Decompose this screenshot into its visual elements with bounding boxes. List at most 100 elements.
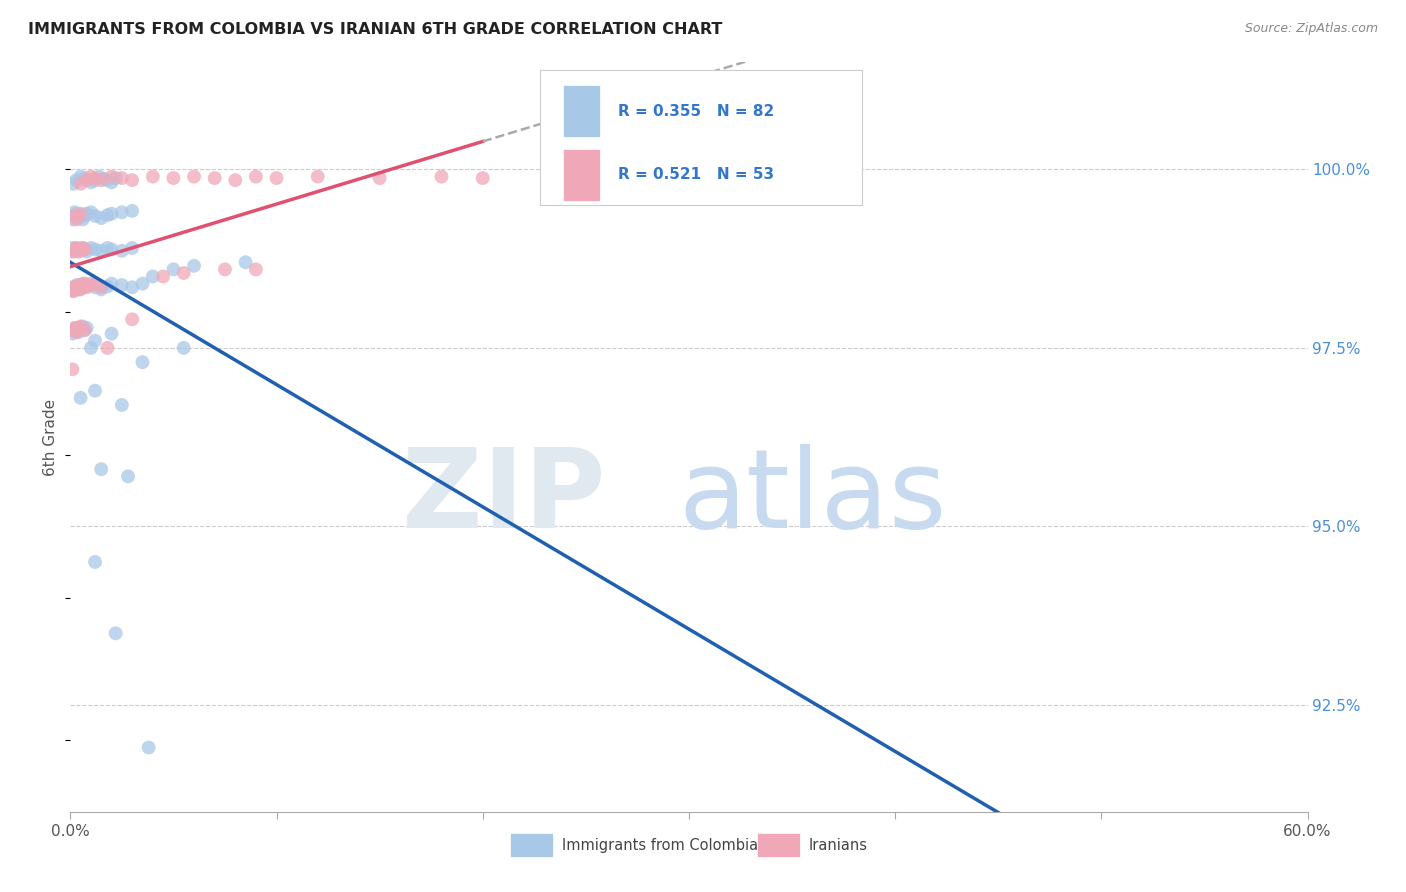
Point bbox=[76, 321, 98, 335]
Point bbox=[60, 326, 83, 341]
Point bbox=[121, 280, 143, 294]
Point bbox=[69, 282, 91, 296]
Point bbox=[80, 241, 103, 255]
Point bbox=[84, 173, 107, 187]
Point bbox=[60, 212, 83, 227]
Point bbox=[90, 244, 112, 258]
Text: Iranians: Iranians bbox=[808, 838, 868, 853]
Point bbox=[111, 278, 134, 293]
Point bbox=[72, 241, 94, 255]
FancyBboxPatch shape bbox=[562, 85, 600, 137]
Point bbox=[100, 175, 122, 189]
Point bbox=[307, 169, 329, 184]
Point bbox=[245, 169, 267, 184]
Point bbox=[121, 173, 143, 187]
Point bbox=[96, 241, 118, 255]
Point bbox=[89, 169, 111, 184]
Point bbox=[90, 211, 112, 225]
Point bbox=[173, 266, 195, 280]
Point bbox=[63, 321, 86, 335]
Point bbox=[65, 173, 87, 187]
Text: R = 0.521   N = 53: R = 0.521 N = 53 bbox=[619, 168, 775, 182]
Point bbox=[100, 326, 122, 341]
Point bbox=[96, 208, 118, 222]
Point bbox=[104, 626, 127, 640]
Point bbox=[80, 278, 103, 293]
Text: atlas: atlas bbox=[679, 443, 946, 550]
Point bbox=[67, 244, 90, 259]
Point bbox=[73, 243, 96, 257]
Point bbox=[60, 284, 83, 298]
Point bbox=[63, 323, 86, 337]
Point bbox=[65, 212, 87, 227]
Point bbox=[65, 325, 87, 339]
Point bbox=[65, 241, 87, 255]
Point bbox=[121, 241, 143, 255]
Point bbox=[73, 209, 96, 223]
Point bbox=[63, 209, 86, 223]
Point bbox=[62, 280, 84, 294]
Point bbox=[84, 209, 107, 223]
Point bbox=[73, 171, 96, 186]
Point bbox=[104, 171, 127, 186]
FancyBboxPatch shape bbox=[562, 149, 600, 201]
Point bbox=[266, 171, 288, 186]
Point bbox=[90, 280, 112, 294]
Point bbox=[90, 462, 112, 476]
Point bbox=[60, 284, 83, 298]
Point bbox=[76, 173, 98, 187]
Point bbox=[76, 244, 98, 259]
Point bbox=[62, 177, 84, 191]
Point bbox=[72, 319, 94, 334]
Point bbox=[117, 469, 139, 483]
Point bbox=[63, 243, 86, 257]
Point bbox=[152, 269, 174, 284]
Point bbox=[80, 277, 103, 291]
Point bbox=[111, 205, 134, 219]
Point bbox=[111, 244, 134, 258]
Point bbox=[80, 341, 103, 355]
Point bbox=[131, 355, 153, 369]
Point bbox=[430, 169, 453, 184]
Text: Immigrants from Colombia: Immigrants from Colombia bbox=[561, 838, 758, 853]
Point bbox=[100, 169, 122, 184]
Point bbox=[235, 255, 257, 269]
Point bbox=[80, 175, 103, 189]
Point bbox=[96, 279, 118, 293]
Point bbox=[183, 169, 205, 184]
Point bbox=[80, 205, 103, 219]
Point bbox=[65, 280, 87, 294]
Point bbox=[84, 171, 107, 186]
Point bbox=[76, 278, 98, 293]
Point bbox=[63, 280, 86, 294]
Point bbox=[111, 171, 134, 186]
Text: IMMIGRANTS FROM COLOMBIA VS IRANIAN 6TH GRADE CORRELATION CHART: IMMIGRANTS FROM COLOMBIA VS IRANIAN 6TH … bbox=[28, 22, 723, 37]
Point bbox=[65, 241, 87, 255]
Text: Source: ZipAtlas.com: Source: ZipAtlas.com bbox=[1244, 22, 1378, 36]
Point bbox=[65, 278, 87, 293]
Point bbox=[121, 203, 143, 218]
Point bbox=[100, 277, 122, 291]
Point bbox=[84, 277, 107, 291]
Point bbox=[73, 243, 96, 257]
Point bbox=[173, 341, 195, 355]
Point bbox=[63, 244, 86, 259]
Point bbox=[67, 278, 90, 293]
Point bbox=[84, 280, 107, 294]
Point bbox=[76, 207, 98, 221]
Point bbox=[80, 169, 103, 184]
Point bbox=[162, 171, 184, 186]
Point bbox=[76, 280, 98, 294]
Point bbox=[60, 323, 83, 337]
Point bbox=[471, 171, 494, 186]
Point bbox=[111, 398, 134, 412]
Point bbox=[60, 244, 83, 259]
Point bbox=[96, 341, 118, 355]
Point bbox=[67, 211, 90, 225]
Point bbox=[67, 282, 90, 296]
Point bbox=[73, 323, 96, 337]
FancyBboxPatch shape bbox=[756, 833, 800, 856]
FancyBboxPatch shape bbox=[540, 70, 862, 205]
Point bbox=[245, 262, 267, 277]
Point bbox=[63, 205, 86, 219]
